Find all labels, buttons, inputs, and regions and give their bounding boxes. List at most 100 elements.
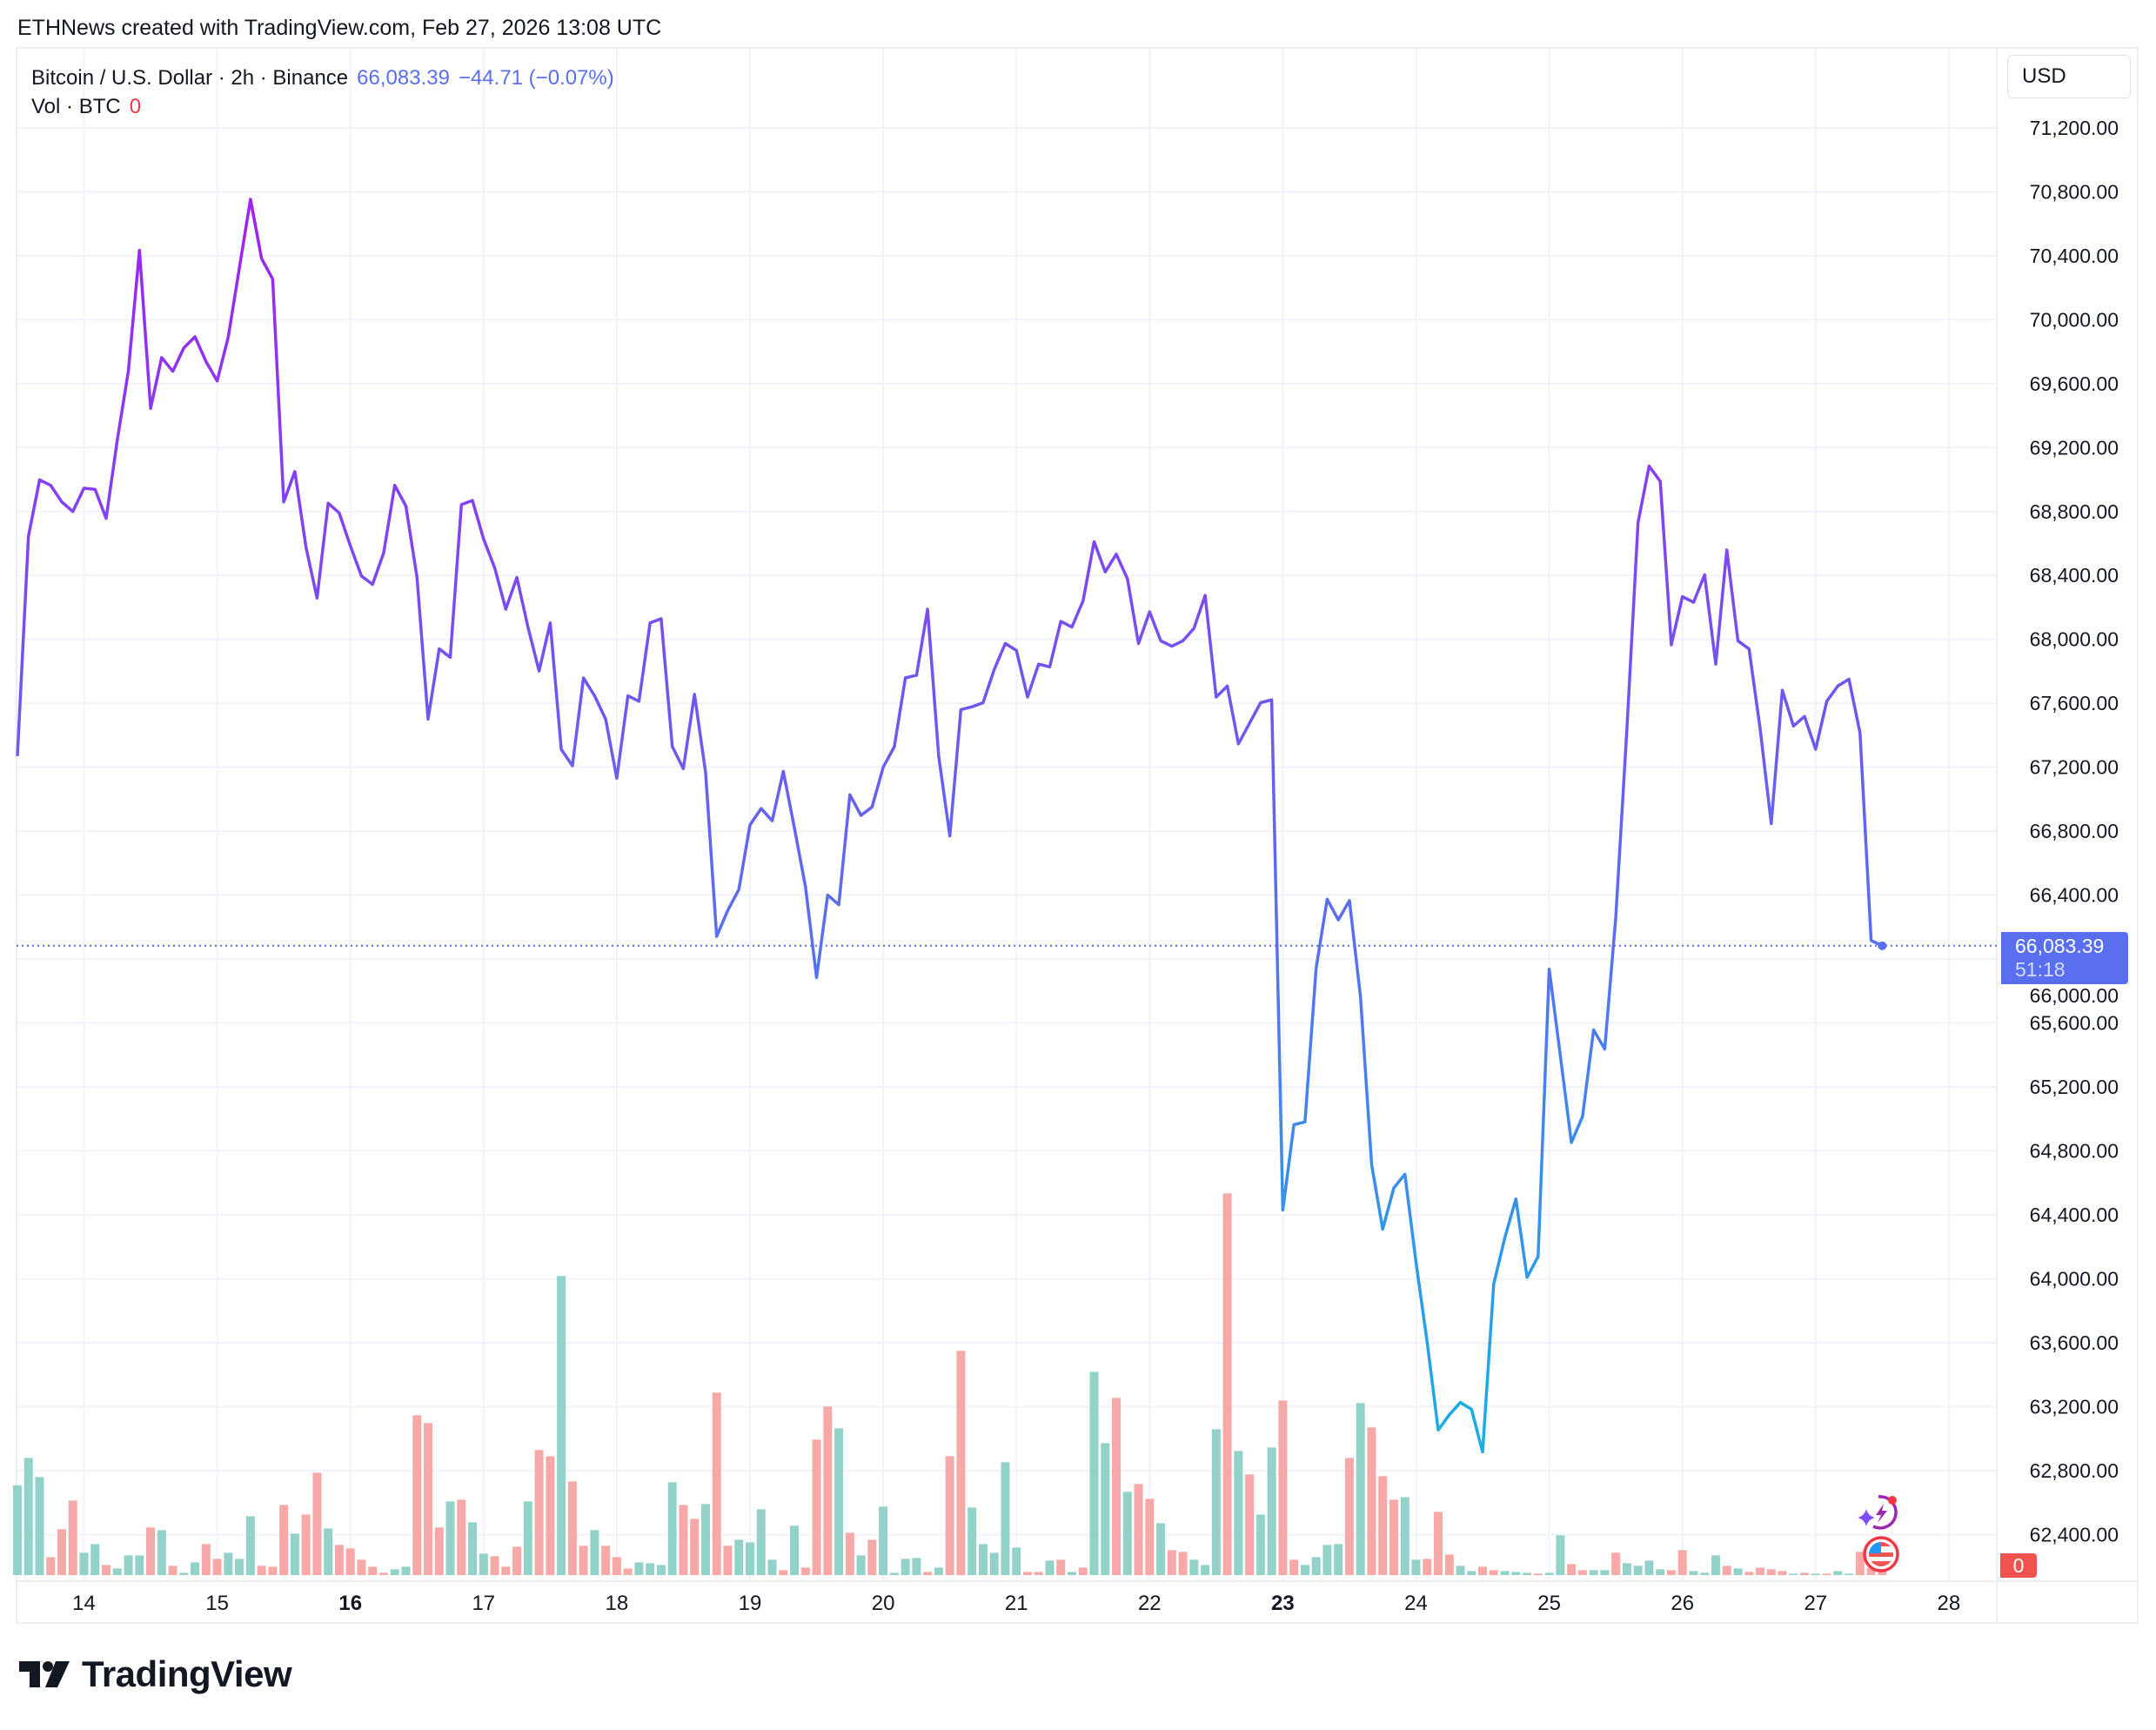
currency-button[interactable]: USD	[2007, 55, 2131, 98]
volume-bar	[79, 1552, 89, 1575]
volume-bar	[1434, 1512, 1443, 1575]
volume-bar	[579, 1546, 588, 1575]
legend-change: −44.71 (−0.07%)	[458, 66, 614, 90]
volume-bar	[1289, 1559, 1299, 1575]
volume-bar	[235, 1559, 244, 1575]
volume-bar	[68, 1500, 77, 1575]
volume-bar	[424, 1423, 433, 1575]
volume-bar	[1855, 1552, 1865, 1575]
volume-legend[interactable]: Vol · BTC 0	[31, 95, 141, 119]
volume-bar	[601, 1546, 611, 1575]
volume-bar	[1045, 1560, 1055, 1575]
volume-bar	[889, 1572, 899, 1575]
volume-bar	[1511, 1572, 1521, 1575]
volume-bar	[224, 1552, 233, 1575]
volume-bar	[590, 1530, 599, 1575]
volume-bar	[1700, 1572, 1710, 1575]
price-tick-label: 70,000.00	[2030, 308, 2119, 331]
volume-bar	[1589, 1570, 1598, 1575]
volume-bar	[1022, 1572, 1032, 1575]
price-tick-label: 67,600.00	[2030, 692, 2119, 714]
volume-bar	[1134, 1484, 1143, 1575]
volume-bar	[490, 1556, 499, 1575]
volume-bar	[212, 1559, 222, 1575]
volume-bar	[989, 1552, 999, 1575]
volume-bar	[956, 1351, 966, 1575]
symbol-legend[interactable]: Bitcoin / U.S. Dollar · 2h · Binance 66,0…	[31, 66, 614, 91]
price-tick-label: 68,400.00	[2030, 564, 2119, 587]
axes: 71,200.00 70,800.00 70,400.00 70,000.00 69,6…	[72, 117, 2119, 1615]
volume-bar	[168, 1566, 177, 1575]
date-tick-label: 25	[1537, 1592, 1561, 1615]
price-tick-label: 68,000.00	[2030, 628, 2119, 651]
volume-bar	[656, 1565, 666, 1575]
price-tick-label: 71,200.00	[2030, 117, 2119, 139]
volume-bar	[1411, 1559, 1421, 1575]
volume-bar	[1122, 1492, 1132, 1575]
ai-spark-lightning-icon[interactable]	[1858, 1495, 1898, 1530]
volume-bar	[834, 1428, 844, 1575]
symbol-title: Bitcoin / U.S. Dollar · 2h · Binance	[31, 66, 349, 90]
volume-bar	[1677, 1550, 1687, 1575]
volume-bar	[301, 1514, 311, 1575]
volume-bar	[612, 1557, 621, 1575]
volume-bar	[1600, 1570, 1610, 1575]
volume-bar	[1423, 1559, 1432, 1575]
volume-bar	[1356, 1403, 1365, 1575]
volume-bar	[845, 1532, 854, 1575]
volume-bar	[1278, 1400, 1288, 1575]
volume-bar	[767, 1559, 777, 1575]
date-tick-label: 24	[1404, 1592, 1428, 1615]
volume-bar	[112, 1568, 122, 1575]
volume-bar	[523, 1501, 532, 1575]
volume-bar	[1622, 1563, 1631, 1575]
volume-bar	[401, 1566, 411, 1575]
date-tick-label: 18	[606, 1592, 629, 1615]
volume-bar	[1644, 1560, 1654, 1575]
us-flag-event-icon[interactable]	[1863, 1536, 1899, 1572]
date-tick-label: 19	[739, 1592, 762, 1615]
volume-bar	[390, 1569, 399, 1575]
price-tick-label: 69,200.00	[2030, 436, 2119, 459]
volume-bar	[1523, 1572, 1532, 1575]
volume-bar	[1467, 1571, 1476, 1575]
date-tick-label: 22	[1138, 1592, 1162, 1615]
volume-bar	[1234, 1451, 1243, 1575]
volume-bar	[667, 1482, 677, 1575]
volume-bar	[823, 1406, 833, 1575]
volume-bar	[1789, 1573, 1798, 1575]
volume-bar	[157, 1530, 166, 1575]
volume-bar	[468, 1522, 478, 1575]
volume-bar	[1089, 1371, 1099, 1575]
volume-bar	[1167, 1550, 1176, 1575]
volume-bar	[1300, 1565, 1309, 1575]
volume-bar	[1344, 1458, 1354, 1575]
volume-bar	[634, 1562, 644, 1575]
price-line	[16, 198, 1884, 1454]
volume-bar	[1878, 1571, 1887, 1575]
volume-bar	[1211, 1429, 1221, 1575]
watermark-header: ETHNews created with TradingView.com, Fe…	[17, 16, 662, 40]
volume-bar	[546, 1456, 555, 1575]
volume-bar	[557, 1276, 566, 1575]
volume-bar	[978, 1544, 988, 1575]
volume-bar	[1711, 1555, 1720, 1575]
volume-bar	[1145, 1499, 1155, 1575]
volume-bar	[1056, 1559, 1066, 1575]
volume-bar	[345, 1548, 355, 1575]
volume-bar	[879, 1506, 888, 1575]
date-tick-label: 17	[472, 1592, 495, 1615]
volume-bar	[1222, 1193, 1232, 1575]
volume-bar	[945, 1456, 954, 1575]
price-tick-label: 63,200.00	[2030, 1395, 2119, 1418]
volume-bar	[245, 1516, 255, 1575]
price-tick-label: 64,000.00	[2030, 1267, 2119, 1290]
volume-bar	[1378, 1476, 1388, 1575]
tradingview-logo[interactable]: TradingView	[19, 1653, 292, 1695]
price-tick-label: 66,400.00	[2030, 884, 2119, 907]
volume-bar	[800, 1567, 810, 1575]
volume-bar	[1178, 1552, 1188, 1575]
price-tick-label: 65,200.00	[2030, 1076, 2119, 1098]
volume-bar	[790, 1525, 800, 1575]
